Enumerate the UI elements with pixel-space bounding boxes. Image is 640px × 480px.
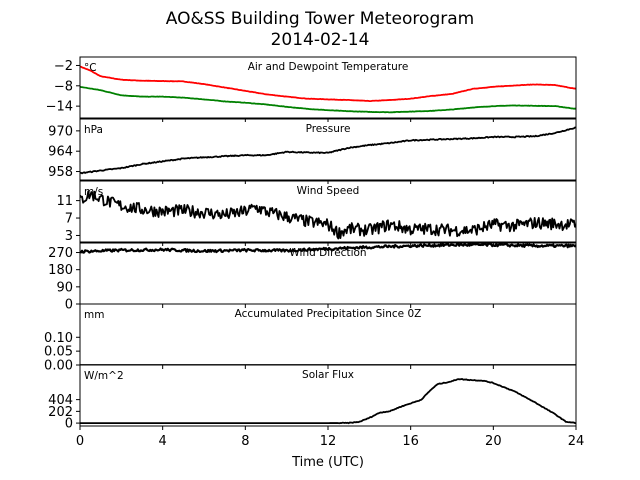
- x-axis: 0 4 8 12 16 20 24: [76, 434, 584, 449]
- panel-wind-speed: 11 7 3 m/s Wind Speed: [56, 180, 577, 246]
- series-line-solar-flux-0: [80, 378, 576, 425]
- y-tick-label-wind-speed-0: 11: [56, 194, 73, 209]
- y-tick-label-solar-flux-0: 404: [48, 393, 73, 408]
- y-tick-label-wind-direction-3: 0: [65, 298, 73, 313]
- y-tick-label-precipitation-0: 0.10: [44, 331, 73, 346]
- series-line-temperature-1: [80, 85, 576, 114]
- panel-title-temperature: Air and Dewpoint Temperature: [248, 61, 409, 73]
- x-axis-label: Time (UTC): [291, 455, 364, 470]
- panel-title-solar-flux: Solar Flux: [302, 369, 354, 381]
- y-tick-label-temperature-2: −14: [46, 100, 73, 115]
- panel-precipitation: 0.100.050.00 mm Accumulated Precipitation …: [44, 303, 577, 374]
- y-tick-label-pressure-2: 958: [48, 165, 73, 180]
- y-tick-label-wind-direction-0: 270: [48, 246, 73, 261]
- y-tick-label-pressure-0: 970: [48, 124, 73, 139]
- y-tick-label-temperature-1: −8: [54, 79, 73, 94]
- x-tick-label-2: 8: [241, 434, 249, 449]
- panel-pressure: 970 964 958 hPa Pressure: [48, 118, 577, 184]
- y-tick-label-wind-direction-1: 180: [48, 263, 73, 278]
- panel-title-wind-direction: Wind Direction: [289, 247, 366, 259]
- chart-subtitle: 2014-02-14: [271, 30, 370, 50]
- chart-title: AO&SS Building Tower Meteorogram: [166, 9, 474, 29]
- series-line-temperature-0: [80, 65, 576, 103]
- unit-label-wind-speed: m/s: [84, 186, 103, 198]
- x-tick-label-4: 16: [402, 434, 419, 449]
- x-tick-label-1: 4: [159, 434, 167, 449]
- unit-label-precipitation: mm: [84, 309, 104, 321]
- panels-group: −2 −8 −14 °C Air and Dewpoint Temperature 970…: [44, 56, 577, 432]
- unit-label-temperature: °C: [84, 62, 97, 74]
- x-tick-label-6: 24: [568, 434, 585, 449]
- series-line-pressure-0: [80, 126, 576, 175]
- y-tick-label-solar-flux-2: 0: [65, 417, 73, 432]
- y-tick-label-precipitation-1: 0.05: [44, 345, 73, 360]
- y-tick-label-wind-direction-2: 90: [56, 280, 73, 295]
- y-tick-label-wind-speed-2: 3: [65, 229, 73, 244]
- panel-title-precipitation: Accumulated Precipitation Since 0Z: [235, 308, 422, 320]
- x-tick-label-5: 20: [485, 434, 502, 449]
- unit-label-solar-flux: W/m^2: [84, 370, 124, 382]
- y-tick-label-precipitation-2: 0.00: [44, 359, 73, 374]
- x-tick-label-0: 0: [76, 434, 84, 449]
- y-tick-label-pressure-1: 964: [48, 145, 73, 160]
- y-tick-label-wind-speed-1: 7: [65, 212, 73, 227]
- x-tick-label-3: 12: [320, 434, 337, 449]
- panel-wind-direction: 270 180 90 0 Wind Direction: [48, 242, 577, 313]
- unit-label-pressure: hPa: [84, 124, 103, 136]
- series-line-wind-direction-0: [80, 243, 576, 254]
- y-tick-label-solar-flux-1: 202: [48, 405, 73, 420]
- panel-title-pressure: Pressure: [306, 123, 351, 135]
- panel-title-wind-speed: Wind Speed: [297, 185, 360, 197]
- y-tick-label-temperature-0: −2: [54, 59, 73, 74]
- series-line-wind-speed-0: [80, 190, 576, 240]
- panel-temperature: −2 −8 −14 °C Air and Dewpoint Temperature: [46, 56, 577, 122]
